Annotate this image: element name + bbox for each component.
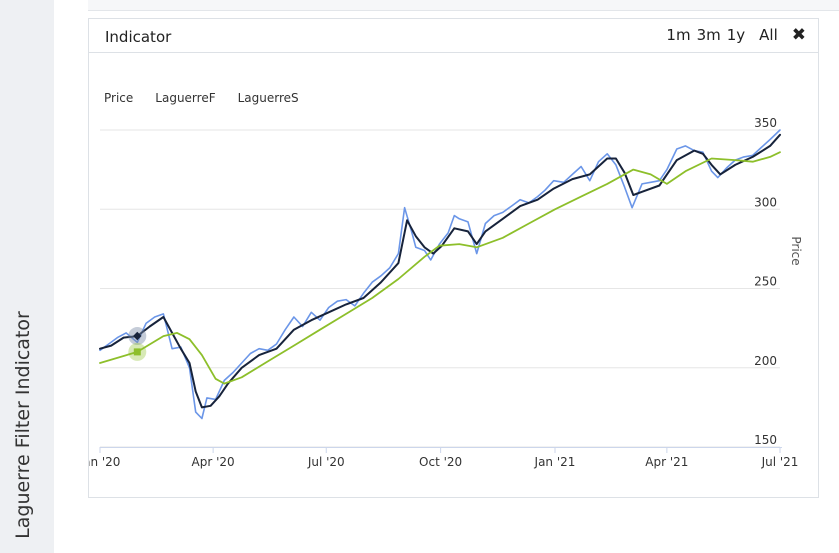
y-tick-label: 350 xyxy=(754,116,777,130)
indicator-panel: Indicator 1m 3m 1y All ✖ Price LaguerreF… xyxy=(88,18,819,498)
range-3m-button[interactable]: 3m xyxy=(696,26,721,44)
price-series-line xyxy=(99,129,781,420)
x-tick-label: Oct '20 xyxy=(419,455,462,469)
y-tick-label: 200 xyxy=(754,354,777,368)
y-axis-title: Price xyxy=(789,236,803,265)
close-icon[interactable]: ✖ xyxy=(791,25,806,44)
x-tick-label: Jul '21 xyxy=(761,455,799,469)
laguerres-series-line xyxy=(99,151,781,385)
x-tick-label: Jan '20 xyxy=(89,455,120,469)
sidebar-title: Laguerre Filter Indicator xyxy=(12,311,34,539)
y-tick-label: 300 xyxy=(754,195,777,209)
range-1m-button[interactable]: 1m xyxy=(666,26,691,44)
y-tick-label: 250 xyxy=(754,275,777,289)
y-tick-label: 150 xyxy=(754,433,777,447)
x-tick-label: Jul '20 xyxy=(307,455,345,469)
hover-marker-laguerref xyxy=(133,331,142,341)
price-chart[interactable]: 150 200 250 300 350 Jan '20 Apr '20 Jul '20 Oct … xyxy=(89,19,818,497)
range-selector: 1m 3m 1y All ✖ xyxy=(666,25,806,45)
panel-title: Indicator xyxy=(105,28,172,46)
x-tick-label: Jan '21 xyxy=(534,455,576,469)
sidebar: Laguerre Filter Indicator xyxy=(0,0,54,553)
range-all-button[interactable]: All xyxy=(759,26,778,44)
x-tick-label: Apr '21 xyxy=(645,455,688,469)
x-tick-label: Apr '20 xyxy=(192,455,235,469)
legend-item-laguerres[interactable]: LaguerreS xyxy=(237,91,299,105)
range-1y-button[interactable]: 1y xyxy=(726,26,746,44)
legend: Price LaguerreF LaguerreS xyxy=(104,91,299,105)
panel-header: Indicator 1m 3m 1y All ✖ xyxy=(89,19,818,53)
top-strip xyxy=(88,0,839,11)
legend-item-price[interactable]: Price xyxy=(104,91,134,105)
legend-item-laguerref[interactable]: LaguerreF xyxy=(155,91,216,105)
hover-marker-laguerres xyxy=(133,348,141,356)
